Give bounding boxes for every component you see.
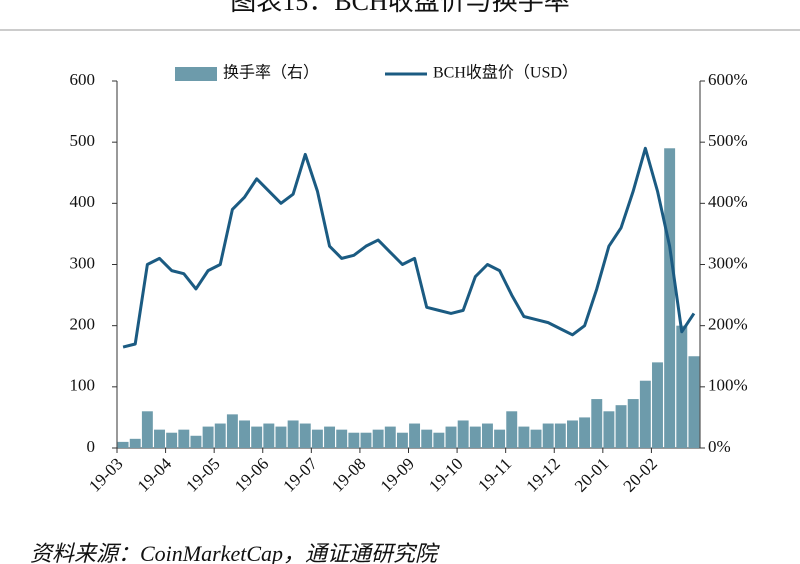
bar	[445, 426, 457, 448]
bar	[287, 420, 299, 448]
bar	[494, 429, 506, 448]
bar	[360, 432, 372, 448]
bar	[129, 438, 141, 448]
x-tick-label: 19-11	[474, 454, 515, 495]
bar	[627, 399, 639, 448]
y-tick-label: 0	[87, 437, 96, 456]
y2-tick-label: 300%	[708, 253, 748, 272]
bar	[591, 399, 603, 448]
bar	[639, 380, 651, 448]
bar	[117, 441, 129, 448]
y-tick-label: 500	[70, 131, 96, 150]
bar	[542, 423, 554, 448]
y2-tick-label: 400%	[708, 192, 748, 211]
x-tick-label: 19-09	[377, 454, 418, 495]
bar	[166, 432, 178, 448]
y2-tick-label: 200%	[708, 315, 748, 334]
bar	[615, 405, 627, 448]
bar	[518, 426, 530, 448]
x-tick-label: 19-03	[85, 454, 126, 495]
x-tick-label: 19-06	[231, 454, 272, 495]
bar	[688, 356, 700, 448]
bar	[348, 432, 360, 448]
bar	[469, 426, 481, 448]
chart-title: 图表15：BCH收盘价与换手率	[230, 0, 569, 16]
bar	[141, 411, 153, 448]
bar	[603, 411, 615, 448]
bar	[664, 148, 676, 449]
bar	[190, 435, 202, 448]
x-tick-label: 19-10	[425, 454, 466, 495]
x-tick-label: 19-07	[279, 454, 321, 496]
bar	[396, 432, 408, 448]
bar	[275, 426, 287, 448]
bar	[457, 420, 469, 448]
x-tick-label: 20-01	[571, 454, 612, 495]
bar	[652, 362, 663, 448]
bar	[384, 426, 396, 448]
bar	[178, 429, 190, 448]
bar	[324, 426, 336, 448]
price-line	[122, 146, 696, 349]
bar	[554, 423, 566, 448]
y-tick-label: 300	[70, 253, 96, 272]
x-tick-label: 20-02	[620, 454, 661, 495]
bar	[202, 426, 214, 448]
y-tick-label: 600	[70, 70, 96, 89]
x-tick-label: 19-12	[522, 454, 563, 495]
bar	[567, 420, 578, 448]
y2-tick-label: 600%	[708, 70, 748, 89]
legend-swatch	[175, 67, 217, 81]
bar	[311, 429, 323, 448]
x-tick-label: 19-04	[134, 454, 176, 496]
bar	[154, 429, 165, 448]
bar	[226, 414, 238, 448]
y2-tick-label: 100%	[708, 376, 748, 395]
y2-tick-label: 0%	[708, 437, 731, 456]
y-tick-label: 400	[70, 192, 96, 211]
bar	[676, 325, 688, 448]
bar	[506, 411, 518, 448]
bar	[409, 423, 421, 448]
bar	[372, 429, 384, 448]
legend-label: BCH收盘价（USD）	[433, 63, 578, 82]
bar	[421, 429, 433, 448]
x-tick-label: 19-05	[182, 454, 223, 495]
source-note: 资料来源：CoinMarketCap，通证通研究院	[30, 541, 440, 564]
bar	[299, 423, 311, 448]
x-tick-label: 19-08	[328, 454, 369, 495]
bar	[239, 420, 250, 448]
legend-label: 换手率（右）	[223, 64, 319, 82]
bar	[336, 429, 348, 448]
bar	[433, 432, 445, 448]
bar	[530, 429, 542, 448]
y-tick-label: 100	[70, 376, 96, 395]
bar	[481, 423, 493, 448]
bar	[214, 423, 226, 448]
bar	[251, 426, 263, 448]
y-tick-label: 200	[70, 315, 96, 334]
bar	[579, 417, 591, 448]
bar	[263, 423, 275, 448]
y2-tick-label: 500%	[708, 131, 748, 150]
